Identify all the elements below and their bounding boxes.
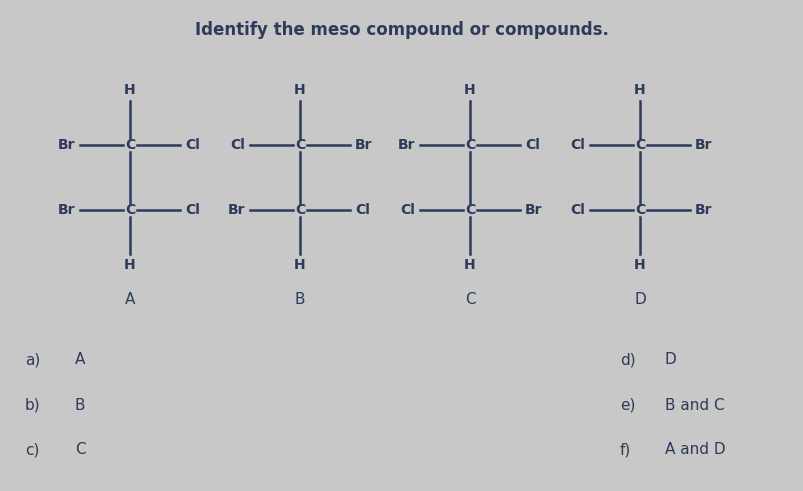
Text: a): a) — [25, 353, 40, 367]
Text: C: C — [464, 203, 475, 217]
Text: Identify the meso compound or compounds.: Identify the meso compound or compounds. — [195, 21, 608, 39]
Text: Cl: Cl — [569, 203, 585, 217]
Text: Br: Br — [524, 203, 542, 217]
Text: H: H — [294, 83, 305, 97]
Text: H: H — [634, 83, 645, 97]
Text: A: A — [75, 353, 85, 367]
Text: H: H — [124, 83, 136, 97]
Text: Br: Br — [397, 138, 414, 152]
Text: C: C — [464, 138, 475, 152]
Text: C: C — [295, 138, 305, 152]
Text: Br: Br — [58, 138, 75, 152]
Text: D: D — [664, 353, 676, 367]
Text: B: B — [75, 398, 85, 412]
Text: C: C — [634, 203, 644, 217]
Text: b): b) — [25, 398, 41, 412]
Text: C: C — [634, 138, 644, 152]
Text: Br: Br — [58, 203, 75, 217]
Text: A: A — [124, 293, 135, 307]
Text: C: C — [124, 138, 135, 152]
Text: Cl: Cl — [185, 138, 200, 152]
Text: Br: Br — [227, 203, 245, 217]
Text: D: D — [634, 293, 645, 307]
Text: H: H — [124, 258, 136, 272]
Text: Cl: Cl — [185, 203, 200, 217]
Text: H: H — [463, 258, 475, 272]
Text: C: C — [75, 442, 85, 458]
Text: Cl: Cl — [524, 138, 539, 152]
Text: c): c) — [25, 442, 39, 458]
Text: Br: Br — [694, 138, 711, 152]
Text: H: H — [294, 258, 305, 272]
Text: H: H — [634, 258, 645, 272]
Text: H: H — [463, 83, 475, 97]
Text: Cl: Cl — [400, 203, 414, 217]
Text: Br: Br — [694, 203, 711, 217]
Text: Cl: Cl — [230, 138, 245, 152]
Text: Br: Br — [355, 138, 372, 152]
Text: C: C — [464, 293, 475, 307]
Text: d): d) — [619, 353, 635, 367]
Text: f): f) — [619, 442, 630, 458]
Text: e): e) — [619, 398, 634, 412]
Text: A and D: A and D — [664, 442, 725, 458]
Text: Cl: Cl — [569, 138, 585, 152]
Text: B: B — [295, 293, 305, 307]
Text: Cl: Cl — [355, 203, 369, 217]
Text: B and C: B and C — [664, 398, 724, 412]
Text: C: C — [124, 203, 135, 217]
Text: C: C — [295, 203, 305, 217]
